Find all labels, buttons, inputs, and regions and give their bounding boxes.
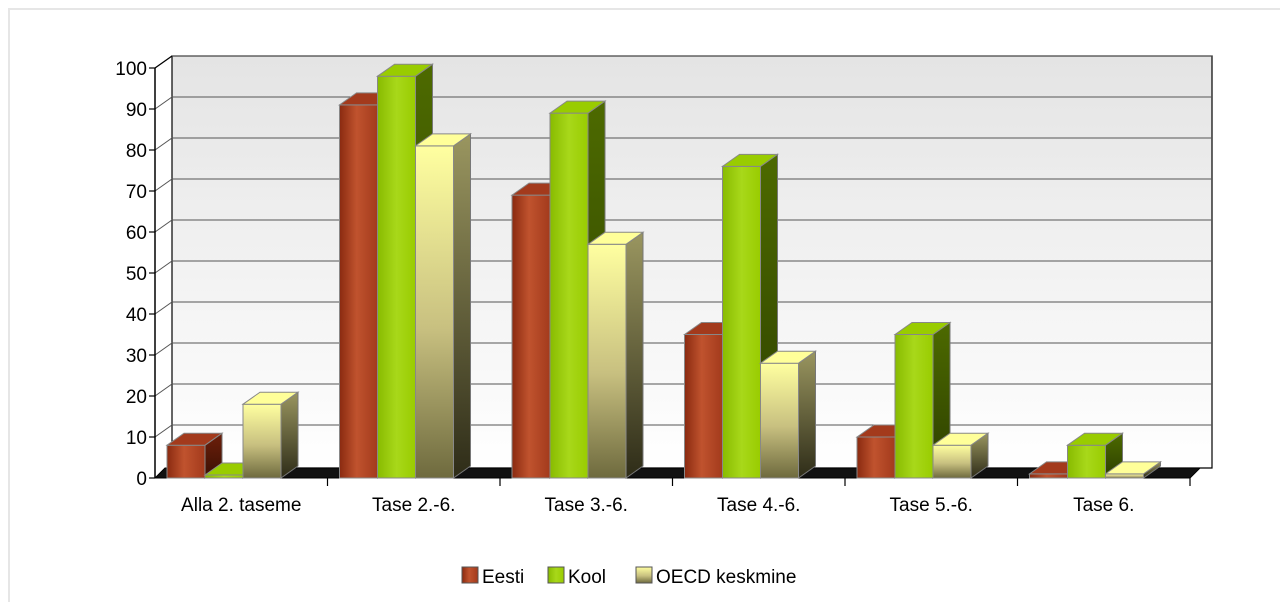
x-category-label: Tase 5.-6. bbox=[890, 495, 973, 516]
bar bbox=[243, 392, 298, 478]
x-category-label: Tase 2.-6. bbox=[372, 495, 455, 516]
legend-item: Eesti bbox=[462, 567, 524, 588]
bar-side bbox=[281, 392, 298, 478]
legend-swatch bbox=[548, 567, 564, 583]
bar-side bbox=[454, 134, 471, 478]
bar-front bbox=[895, 335, 933, 479]
bar-front bbox=[761, 363, 799, 478]
bar-front bbox=[1068, 445, 1106, 478]
legend-item: Kool bbox=[548, 567, 606, 588]
bar-front bbox=[340, 105, 378, 478]
y-tick-label: 0 bbox=[136, 469, 147, 490]
y-tick-label: 100 bbox=[115, 59, 147, 80]
y-tick-label: 90 bbox=[126, 100, 147, 121]
bar-front bbox=[416, 146, 454, 478]
bar-front bbox=[857, 437, 895, 478]
legend-swatch bbox=[636, 567, 652, 583]
bar-front bbox=[243, 404, 281, 478]
bar bbox=[416, 134, 471, 478]
x-category-label: Tase 3.-6. bbox=[545, 495, 628, 516]
y-tick-label: 20 bbox=[126, 387, 147, 408]
bar-front bbox=[723, 166, 761, 478]
bar-front bbox=[550, 113, 588, 478]
bar-front bbox=[685, 335, 723, 479]
y-tick-label: 80 bbox=[126, 141, 147, 162]
bar-front bbox=[1106, 474, 1144, 478]
y-axis-ticks: 0 10 20 30 40 50 60 70 80 90 100 bbox=[115, 59, 155, 490]
bar-front bbox=[512, 195, 550, 478]
y-tick-label: 70 bbox=[126, 182, 147, 203]
bar-front bbox=[1030, 474, 1068, 478]
legend-swatch bbox=[462, 567, 478, 583]
x-axis-ticks: Alla 2. taseme Tase 2.-6. Tase 3.-6. Tase 4… bbox=[181, 478, 1190, 516]
legend-label: Eesti bbox=[482, 567, 524, 588]
bar-front bbox=[378, 76, 416, 478]
bar-front bbox=[588, 244, 626, 478]
x-category-label: Tase 6. bbox=[1073, 495, 1134, 516]
bar-front bbox=[933, 445, 971, 478]
bar bbox=[588, 232, 643, 478]
bar-side bbox=[626, 232, 643, 478]
y-tick-label: 50 bbox=[126, 264, 147, 285]
bar bbox=[933, 433, 988, 478]
bar-side bbox=[799, 351, 816, 478]
legend-item: OECD keskmine bbox=[636, 567, 796, 588]
legend: Eesti Kool OECD keskmine bbox=[462, 567, 796, 588]
x-category-label: Alla 2. taseme bbox=[181, 495, 301, 516]
y-axis-depth-top bbox=[155, 56, 172, 68]
bar bbox=[761, 351, 816, 478]
legend-label: Kool bbox=[568, 567, 606, 588]
x-category-label: Tase 4.-6. bbox=[717, 495, 800, 516]
y-tick-label: 10 bbox=[126, 428, 147, 449]
y-tick-label: 40 bbox=[126, 305, 147, 326]
y-tick-label: 30 bbox=[126, 346, 147, 367]
legend-label: OECD keskmine bbox=[656, 567, 796, 588]
bar-front bbox=[167, 445, 205, 478]
y-tick-label: 60 bbox=[126, 223, 147, 244]
